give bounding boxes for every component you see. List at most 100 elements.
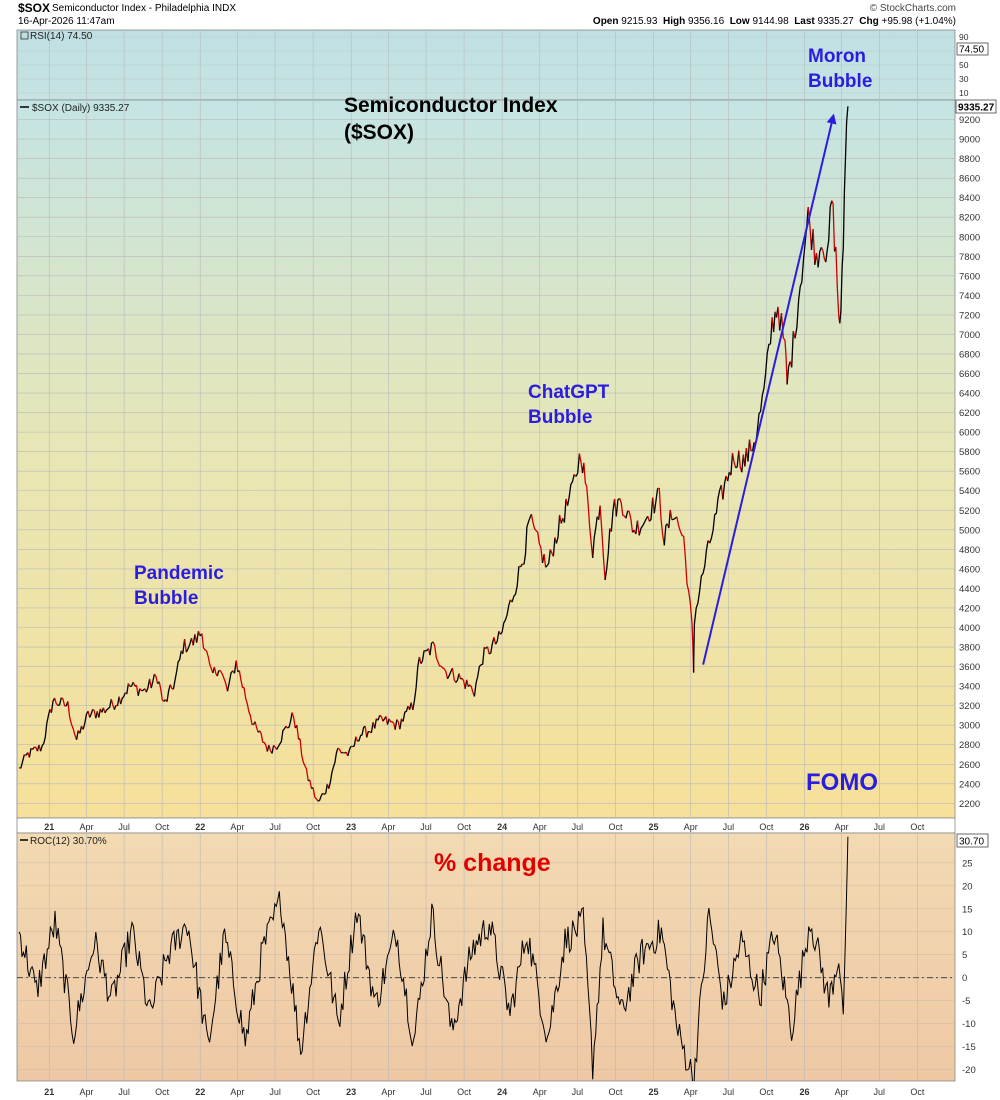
price-segment — [669, 509, 673, 520]
price-segment — [566, 474, 575, 506]
price-segment — [429, 641, 434, 656]
price-segment — [32, 746, 35, 750]
price-segment — [420, 648, 429, 665]
axis-ticks: 21 21 Apr Apr Jul Jul Oct Oct 22 22 Apr Apr Jul Jul Oc… — [44, 32, 980, 1097]
trend-arrow — [702, 113, 837, 665]
price-segment — [352, 736, 357, 748]
price-segment — [578, 453, 584, 474]
y-tick-label: 6000 — [959, 428, 980, 439]
price-segment — [119, 692, 126, 705]
x-tick-label: Oct — [155, 822, 170, 832]
price-segment — [226, 670, 234, 692]
price-segment — [839, 106, 849, 324]
price-segment — [730, 453, 734, 476]
roc-x-tick-label: Jul — [420, 1087, 432, 1097]
annotation-moron-line1: Moron — [808, 46, 866, 67]
x-tick-label: Apr — [533, 822, 547, 832]
price-segment — [495, 631, 500, 645]
price-segment — [235, 660, 239, 672]
price-segment — [817, 246, 823, 268]
x-tick-label: Jul — [723, 822, 735, 832]
price-segment — [451, 668, 457, 683]
x-tick-label: Jul — [420, 822, 432, 832]
price-segment — [791, 331, 794, 368]
price-segment — [461, 677, 466, 689]
price-segment — [466, 679, 469, 687]
y-tick-label: 8200 — [959, 213, 980, 224]
price-value-badge: 9335.27 — [955, 99, 997, 114]
y-tick-label: 2800 — [959, 740, 980, 751]
brand-watermark: © StockCharts.com — [869, 3, 956, 14]
price-segment — [653, 488, 659, 514]
x-tick-label: 22 — [195, 822, 205, 832]
price-segment — [285, 725, 288, 729]
price-segment — [238, 670, 254, 726]
high-value: 9356.16 — [687, 16, 725, 27]
price-segment — [625, 510, 629, 519]
roc-y-tick-label: 10 — [962, 927, 973, 938]
price-segment — [79, 726, 83, 734]
price-segment — [213, 666, 218, 677]
price-segment — [636, 520, 640, 536]
gridlines — [17, 30, 955, 1081]
price-segment — [158, 681, 165, 702]
x-tick-label: 24 — [497, 822, 507, 832]
price-segment — [545, 549, 551, 568]
roc-y-tick-label: 0 — [962, 973, 967, 984]
y-tick-label: 5800 — [959, 447, 980, 458]
y-tick-label: 4200 — [959, 603, 980, 614]
symbol-label: $SOX — [18, 1, 51, 15]
price-segment — [309, 779, 313, 789]
price-segment — [751, 442, 755, 452]
price-segment — [592, 516, 598, 558]
roc-x-tick-label: Oct — [910, 1087, 925, 1097]
price-segment — [259, 730, 268, 752]
y-tick-label: 4000 — [959, 623, 980, 634]
y-tick-label: 8800 — [959, 154, 980, 165]
price-segment — [183, 639, 187, 653]
price-segment — [638, 515, 649, 536]
rsi-value-badge-text: 74.50 — [959, 45, 984, 56]
y-tick-label: 5600 — [959, 467, 980, 478]
price-segment — [150, 673, 156, 689]
price-segment — [555, 514, 561, 544]
y-tick-label: 3000 — [959, 721, 980, 732]
rsi-y-tick-label: 30 — [959, 74, 969, 84]
y-tick-label: 5400 — [959, 486, 980, 497]
chg-value: +95.98 (+1.04%) — [881, 16, 957, 27]
y-tick-label: 4800 — [959, 545, 980, 556]
price-segment — [317, 792, 324, 802]
price-segment — [731, 452, 737, 469]
price-segment — [676, 516, 695, 673]
y-tick-label: 6600 — [959, 369, 980, 380]
price-segment — [483, 646, 487, 650]
x-tick-label: Jul — [118, 822, 130, 832]
price-segment — [499, 599, 512, 635]
price-segment — [518, 565, 521, 568]
roc-x-tick-label: 21 — [44, 1087, 54, 1097]
x-tick-label: Oct — [910, 822, 925, 832]
price-segment — [296, 725, 300, 740]
price-segment — [196, 631, 200, 643]
roc-x-tick-label: Apr — [79, 1087, 93, 1097]
price-segment — [820, 246, 827, 263]
roc-x-tick-label: Jul — [572, 1087, 584, 1097]
y-tick-label: 7200 — [959, 310, 980, 321]
timestamp: 16-Apr-2026 11:47am — [18, 16, 115, 27]
price-segment — [469, 684, 476, 697]
price-segment — [379, 714, 384, 722]
x-tick-label: 25 — [648, 822, 658, 832]
roc-x-tick-label: Jul — [118, 1087, 130, 1097]
price-segment — [455, 673, 460, 683]
price-segment — [342, 751, 345, 754]
y-tick-label: 9200 — [959, 115, 980, 126]
price-segment — [218, 669, 229, 692]
rsi-value-badge: 74.50 — [956, 42, 989, 56]
price-segment — [831, 200, 836, 252]
y-tick-label: 7600 — [959, 271, 980, 282]
price-segment — [402, 705, 409, 722]
price-segment — [75, 730, 79, 740]
price-segment — [657, 487, 665, 546]
x-tick-label: Apr — [835, 822, 849, 832]
